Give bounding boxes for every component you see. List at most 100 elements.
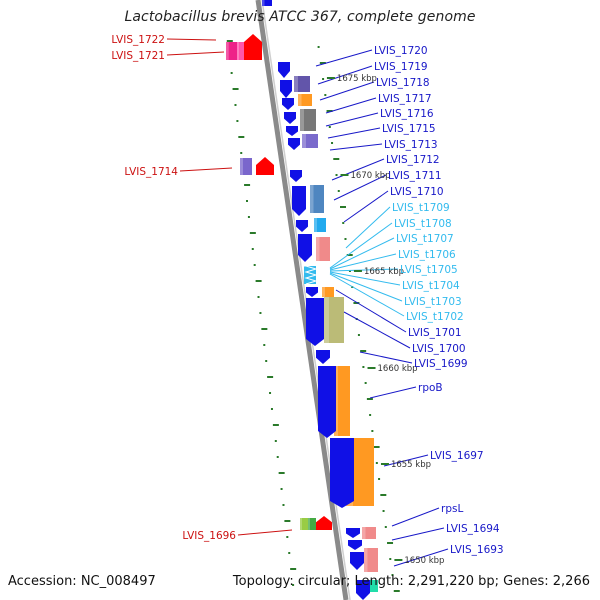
gene-label: LVIS_1716 [380, 108, 434, 120]
gene-block [226, 42, 237, 60]
gene-shade [240, 158, 243, 175]
ruler-dot [393, 590, 400, 592]
cds-arrow-reverse [288, 138, 300, 150]
tick-label: 1670 kbp [351, 171, 391, 181]
ruler-dot [384, 526, 387, 528]
map-title: Lactobacillus brevis ATCC 367, complete … [124, 9, 476, 25]
ruler-dot [272, 424, 279, 426]
cds-arrow-reverse [306, 287, 318, 297]
gene-label: LVIS_1719 [374, 61, 428, 73]
ruler-dot [240, 152, 243, 154]
ruler-dot [333, 158, 340, 160]
ruler-dot [378, 478, 381, 480]
ruler-dot [391, 574, 394, 576]
gene-label: LVIS_1697 [430, 450, 484, 462]
cds-arrow-reverse [330, 438, 354, 508]
gene-shade [300, 109, 304, 131]
gene-shade [226, 42, 229, 60]
label-connector [391, 507, 440, 527]
label-connector [325, 112, 379, 127]
ruler-dot [346, 254, 353, 256]
gene-shade [308, 518, 310, 530]
ruler-dot [369, 414, 372, 416]
gene-shade [310, 185, 314, 213]
ruler-dot [269, 392, 272, 394]
gene-label: LVIS_1721 [111, 50, 165, 62]
gene-block [362, 527, 376, 539]
gene-block [302, 134, 318, 148]
ruler-dot [344, 238, 347, 240]
gene-shade [237, 42, 239, 60]
ruler-dots [226, 40, 400, 592]
ruler-dot [265, 360, 268, 362]
ruler-dot [375, 462, 378, 464]
ruler-dot [366, 398, 373, 400]
ruler-dot [236, 120, 239, 122]
label-connector [359, 351, 413, 364]
gene-label: LVIS_t1706 [398, 249, 456, 261]
label-connector [335, 289, 407, 333]
label-connector [315, 49, 373, 67]
ruler-dot [267, 376, 274, 378]
kbp-ticks: 1675 kbp 1670 kbp 1665 kbp 1660 kbp 1655 kbp… [326, 74, 444, 566]
ruler-dot [244, 184, 251, 186]
ruler-dot [251, 248, 254, 250]
gene-block [316, 237, 330, 261]
ruler-dot [335, 174, 338, 176]
cds-arrow-reverse [356, 580, 370, 600]
ruler-dot [322, 78, 325, 80]
ruler-dot [288, 552, 291, 554]
ruler-dot [389, 558, 392, 560]
gene-block [237, 42, 244, 60]
tick-label: 1655 kbp [391, 460, 431, 470]
ruler-dot [317, 46, 320, 48]
ruler-dot [249, 232, 256, 234]
ruler-dot [382, 510, 385, 512]
ruler-dot [387, 542, 394, 544]
cds-arrow-reverse [278, 62, 290, 78]
cds-arrow-reverse [290, 170, 302, 182]
ruler-dot [226, 40, 233, 42]
gene-shade [364, 548, 368, 572]
cds-arrow-forward [316, 516, 332, 530]
gene-shade [302, 134, 306, 148]
cds-arrow-reverse [280, 80, 292, 98]
gene-label: LVIS_1696 [182, 530, 236, 542]
trna-cluster [304, 266, 316, 284]
gene-block [300, 109, 316, 131]
ruler-dot [353, 302, 360, 304]
ruler-dot [348, 270, 351, 272]
label-connector [391, 527, 445, 541]
gene-block [294, 76, 310, 92]
label-connector [343, 190, 389, 223]
gene-block [314, 218, 326, 232]
tick-label: 1665 kbp [364, 267, 404, 277]
label-connector [333, 174, 387, 201]
label-connector [329, 273, 405, 317]
cds-arrow-reverse [316, 350, 330, 364]
ruler-dot [238, 136, 245, 138]
gene-block [322, 287, 334, 297]
ruler-dot [326, 110, 333, 112]
tick-label: 1675 kbp [337, 74, 377, 84]
ruler-dot [261, 328, 268, 330]
gene-label: LVIS_1714 [124, 166, 178, 178]
gene-label: rpsL [441, 503, 463, 515]
gene-label: LVIS_1710 [390, 186, 444, 198]
gene-block [262, 0, 272, 6]
ruler-dot [246, 200, 248, 202]
cds-arrow-reverse [286, 126, 298, 136]
gene-label: LVIS_1694 [446, 523, 500, 535]
gene-shade [298, 94, 302, 106]
ruler-dot [282, 504, 285, 506]
tick-label: 1650 kbp [404, 556, 444, 566]
ruler-dot [270, 408, 273, 410]
label-connector [329, 271, 401, 286]
cds-arrow-reverse [292, 186, 306, 216]
label-connector [325, 97, 377, 114]
gene-label: LVIS_1701 [408, 327, 462, 339]
cds-arrow-reverse [306, 298, 324, 346]
trna-zigzag [304, 265, 318, 285]
ruler-dot [263, 344, 266, 346]
